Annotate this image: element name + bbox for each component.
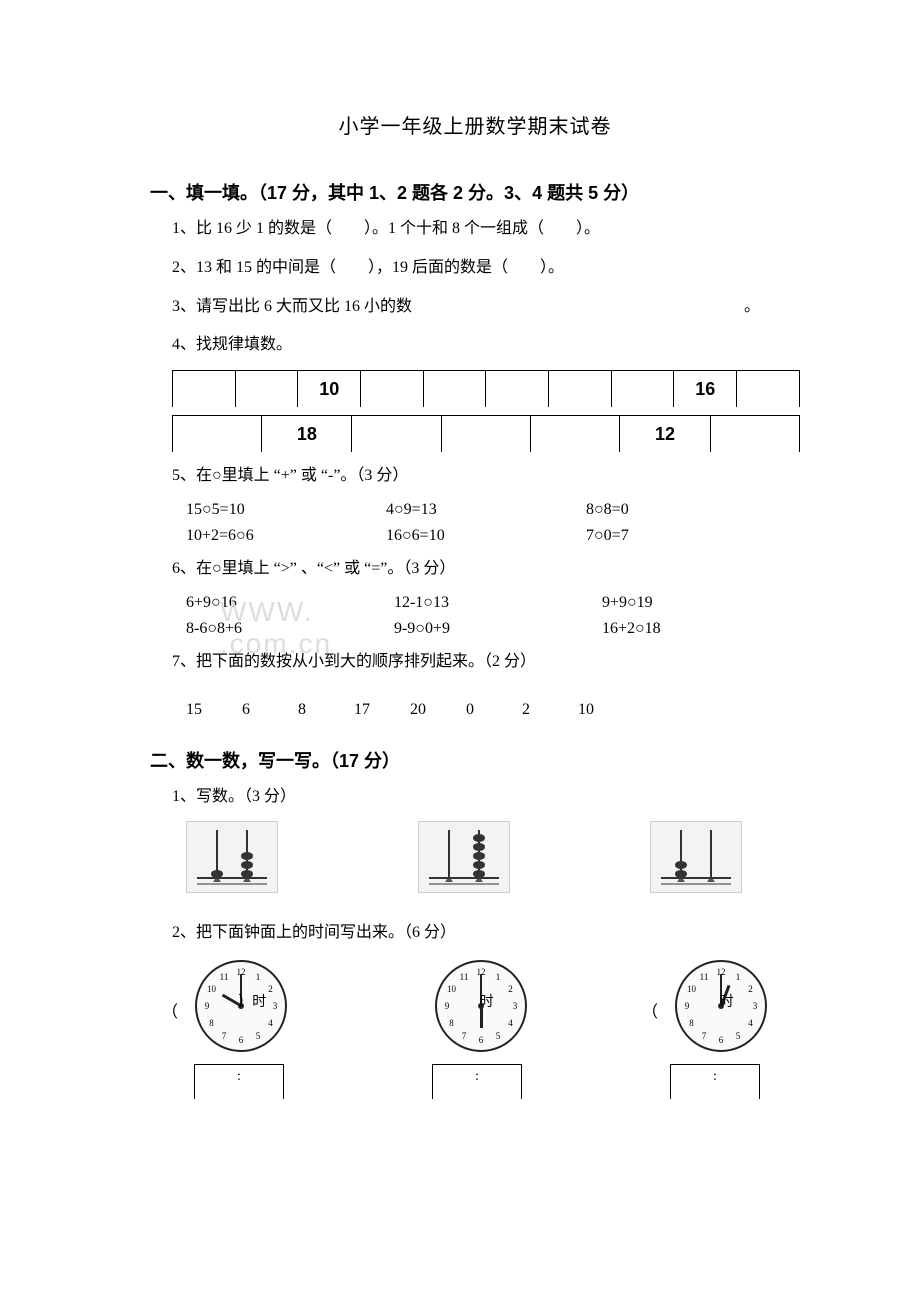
numberline-1: 10 16 [172, 370, 800, 407]
q5r1b: 4○9=13 [386, 501, 586, 519]
page-title: 小学一年级上册数学期末试卷 [150, 110, 800, 139]
paren: （ [162, 998, 178, 1022]
numline-cell [352, 416, 441, 453]
section2-heading: 二、数一数，写一写。（17 分） [150, 747, 800, 773]
numline-cell: 10 [298, 371, 361, 408]
q6r1a: 6+9○16 [186, 594, 394, 612]
numline-cell [710, 416, 799, 453]
q5r1a: 15○5=10 [186, 501, 386, 519]
q5r1c: 8○8=0 [586, 501, 786, 519]
numline-cell [361, 371, 424, 408]
numline-cell [548, 371, 611, 408]
q6r1b: 12-1○13 [394, 594, 602, 612]
numline-cell [737, 371, 800, 408]
numline-cell [441, 416, 530, 453]
q6r2b: 9-9○0+9 [394, 620, 602, 638]
time-box-3: : [670, 1064, 760, 1099]
q3-text: 3、请写出比 6 大而又比 16 小的数 [172, 293, 412, 322]
q6r2c: 16+2○18 [602, 620, 800, 638]
numline-cell [611, 371, 674, 408]
q2: 2、13 和 15 的中间是（ ），19 后面的数是（ ）。 [150, 254, 800, 283]
numline-cell [173, 416, 262, 453]
q3: 3、请写出比 6 大而又比 16 小的数 。 [150, 293, 800, 322]
sort-number: 15 [186, 701, 242, 719]
abacus-row [150, 821, 800, 893]
numline-cell: 12 [620, 416, 710, 453]
abacus [186, 821, 278, 893]
q6r1c: 9+9○19 [602, 594, 800, 612]
q7: 7、把下面的数按从小到大的顺序排列起来。（2 分） [150, 648, 800, 677]
section1-heading: 一、填一填。（17 分，其中 1、2 题各 2 分。3、4 题共 5 分） [150, 179, 800, 205]
clock: 123456789101112时 [426, 960, 536, 1052]
q5r2a: 10+2=6○6 [186, 527, 386, 545]
s2-q2: 2、把下面钟面上的时间写出来。（6 分） [150, 919, 800, 948]
clock-label: 时 [720, 991, 734, 1011]
q6-row1: 6+9○16 12-1○13 9+9○19 [150, 594, 800, 612]
q6-row2: WWW. .com.cn 8-6○8+6 9-9○0+9 16+2○18 [150, 620, 800, 638]
q5-row2: 10+2=6○6 16○6=10 7○0=7 [150, 527, 800, 545]
numline-cell [486, 371, 549, 408]
clock: 123456789101112时（ [666, 960, 776, 1052]
sort-number: 8 [298, 701, 354, 719]
sort-number: 6 [242, 701, 298, 719]
q3-end: 。 [744, 293, 760, 322]
clock-label: ）时 [238, 991, 266, 1011]
sort-number: 0 [466, 701, 522, 719]
numline-cell [235, 371, 298, 408]
q5r2c: 7○0=7 [586, 527, 786, 545]
q5-row1: 15○5=10 4○9=13 8○8=0 [150, 501, 800, 519]
clock-label: 时 [480, 991, 494, 1011]
time-boxes: : : : [150, 1064, 800, 1099]
numline-cell [531, 416, 620, 453]
q6r2a: 8-6○8+6 [186, 620, 394, 638]
q5: 5、在○里填上 “+” 或 “-”。（3 分） [150, 462, 800, 491]
q6: 6、在○里填上 “>” 、“<” 或 “=”。（3 分） [150, 555, 800, 584]
clock: 123456789101112）时（ [186, 960, 296, 1052]
paren: （ [642, 998, 658, 1022]
numberline-2: 1812 [172, 415, 800, 452]
sort-number: 10 [578, 701, 634, 719]
s2-q1: 1、写数。（3 分） [150, 783, 800, 812]
sort-number: 2 [522, 701, 578, 719]
q7-numbers: 156817200210 [150, 701, 800, 719]
q5r2b: 16○6=10 [386, 527, 586, 545]
numline-cell [173, 371, 236, 408]
q4: 4、找规律填数。 [150, 331, 800, 360]
clock-row: 123456789101112）时（ 123456789101112时 123456… [150, 960, 800, 1052]
time-box-1: : [194, 1064, 284, 1099]
abacus [650, 821, 742, 893]
numline-cell: 16 [674, 371, 737, 408]
abacus [418, 821, 510, 893]
q1: 1、比 16 少 1 的数是（ ）。1 个十和 8 个一组成（ ）。 [150, 215, 800, 244]
sort-number: 17 [354, 701, 410, 719]
numline-cell [423, 371, 486, 408]
sort-number: 20 [410, 701, 466, 719]
time-box-2: : [432, 1064, 522, 1099]
numline-cell: 18 [262, 416, 352, 453]
